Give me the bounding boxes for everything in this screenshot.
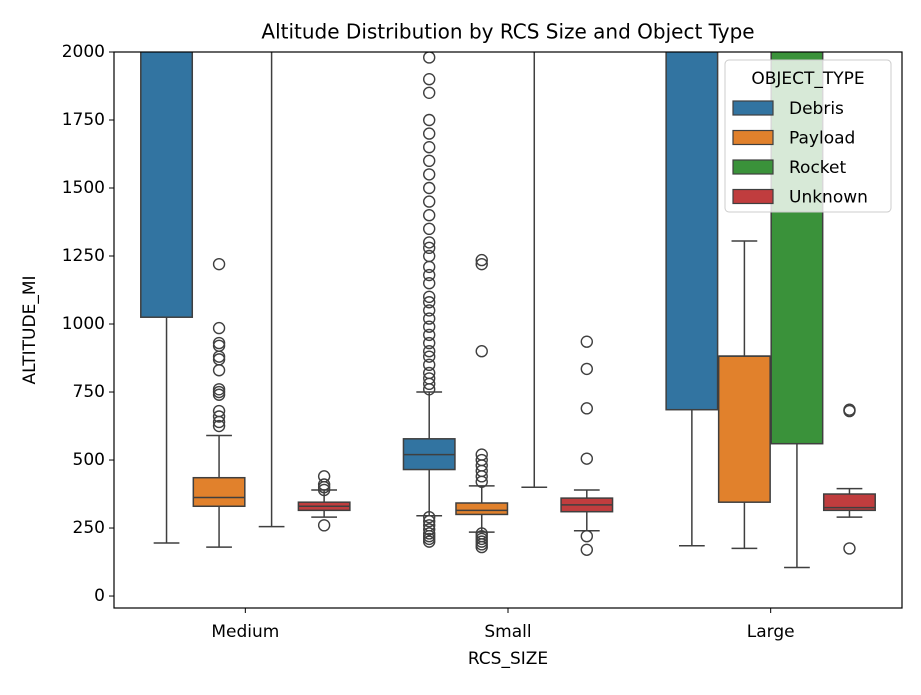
flier — [423, 350, 436, 363]
flier — [212, 383, 226, 396]
flier — [423, 141, 436, 154]
flier — [423, 320, 436, 333]
flier — [423, 127, 436, 140]
flier — [475, 345, 488, 358]
flier — [423, 195, 436, 208]
y-tick-label: 500 — [73, 450, 105, 470]
legend-swatch — [732, 100, 774, 116]
flier — [423, 304, 436, 317]
x-tick-label: Large — [747, 622, 795, 642]
flier — [212, 321, 226, 335]
flier — [580, 452, 593, 465]
y-tick-label: 250 — [73, 518, 105, 538]
legend-swatch — [732, 129, 774, 146]
flier — [212, 257, 226, 271]
y-tick-label: 1500 — [62, 178, 105, 198]
flier — [423, 336, 436, 350]
flier — [212, 419, 226, 433]
flier — [475, 253, 488, 267]
flier — [475, 453, 488, 467]
flier — [423, 181, 436, 195]
flier — [317, 470, 331, 483]
x-tick-label: Small — [484, 622, 531, 642]
flier — [843, 542, 856, 555]
flier — [212, 353, 226, 366]
y-tick-label: 750 — [73, 382, 105, 402]
flier — [423, 312, 436, 325]
y-tick-label: 1750 — [62, 110, 105, 130]
chart-title: Altitude Distribution by RCS Size and Ob… — [261, 20, 754, 44]
flier — [212, 350, 226, 363]
flier — [423, 345, 436, 358]
flier — [423, 236, 436, 249]
flier — [212, 404, 226, 418]
flier — [212, 339, 226, 352]
flier — [580, 543, 593, 556]
flier — [423, 168, 436, 181]
y-tick-label: 1000 — [62, 314, 105, 334]
legend-swatch — [732, 188, 774, 205]
flier — [423, 249, 436, 263]
y-tick-label: 1250 — [62, 246, 105, 266]
flier — [475, 527, 488, 540]
legend-label: Debris — [789, 99, 844, 119]
flier — [843, 403, 856, 416]
y-tick-label: 2000 — [62, 42, 105, 62]
flier — [212, 336, 226, 350]
flier — [580, 362, 593, 376]
flier — [580, 529, 593, 543]
flier — [423, 268, 436, 282]
flier — [423, 372, 436, 385]
flier — [423, 86, 436, 100]
flier — [317, 519, 331, 532]
flier — [475, 257, 488, 271]
flier — [423, 113, 436, 127]
flier — [423, 241, 436, 255]
flier — [212, 364, 226, 377]
legend-swatch — [732, 159, 774, 175]
flier — [423, 277, 436, 290]
flier — [212, 385, 226, 399]
x-tick-label: Medium — [211, 622, 279, 642]
box — [717, 355, 771, 503]
flier — [423, 260, 436, 274]
flier — [423, 515, 436, 528]
box — [192, 476, 246, 508]
flier — [423, 328, 436, 342]
flier — [423, 52, 436, 64]
flier — [423, 154, 436, 168]
y-axis-label: ALTITUDE_MI — [20, 276, 40, 385]
legend-label: Unknown — [789, 188, 868, 208]
flier — [423, 296, 436, 309]
legend-label: Payload — [789, 129, 855, 149]
box — [822, 493, 876, 512]
flier — [423, 523, 436, 536]
x-axis-label: RCS_SIZE — [468, 649, 548, 669]
box — [665, 52, 719, 411]
flier — [423, 510, 436, 524]
flier — [212, 410, 226, 423]
flier — [580, 402, 593, 415]
flier — [317, 478, 331, 491]
legend-label: Rocket — [789, 158, 846, 178]
legend-title: OBJECT_TYPE — [751, 69, 864, 89]
flier — [475, 448, 488, 461]
box — [140, 52, 194, 318]
y-tick-label: 0 — [94, 586, 105, 606]
flier — [580, 335, 593, 348]
flier — [423, 290, 436, 304]
box — [455, 502, 509, 516]
flier — [423, 527, 436, 540]
flier — [423, 358, 436, 372]
flier — [423, 73, 436, 86]
flier — [423, 222, 436, 236]
flier — [423, 366, 436, 380]
flier — [423, 519, 436, 532]
flier — [423, 209, 436, 222]
